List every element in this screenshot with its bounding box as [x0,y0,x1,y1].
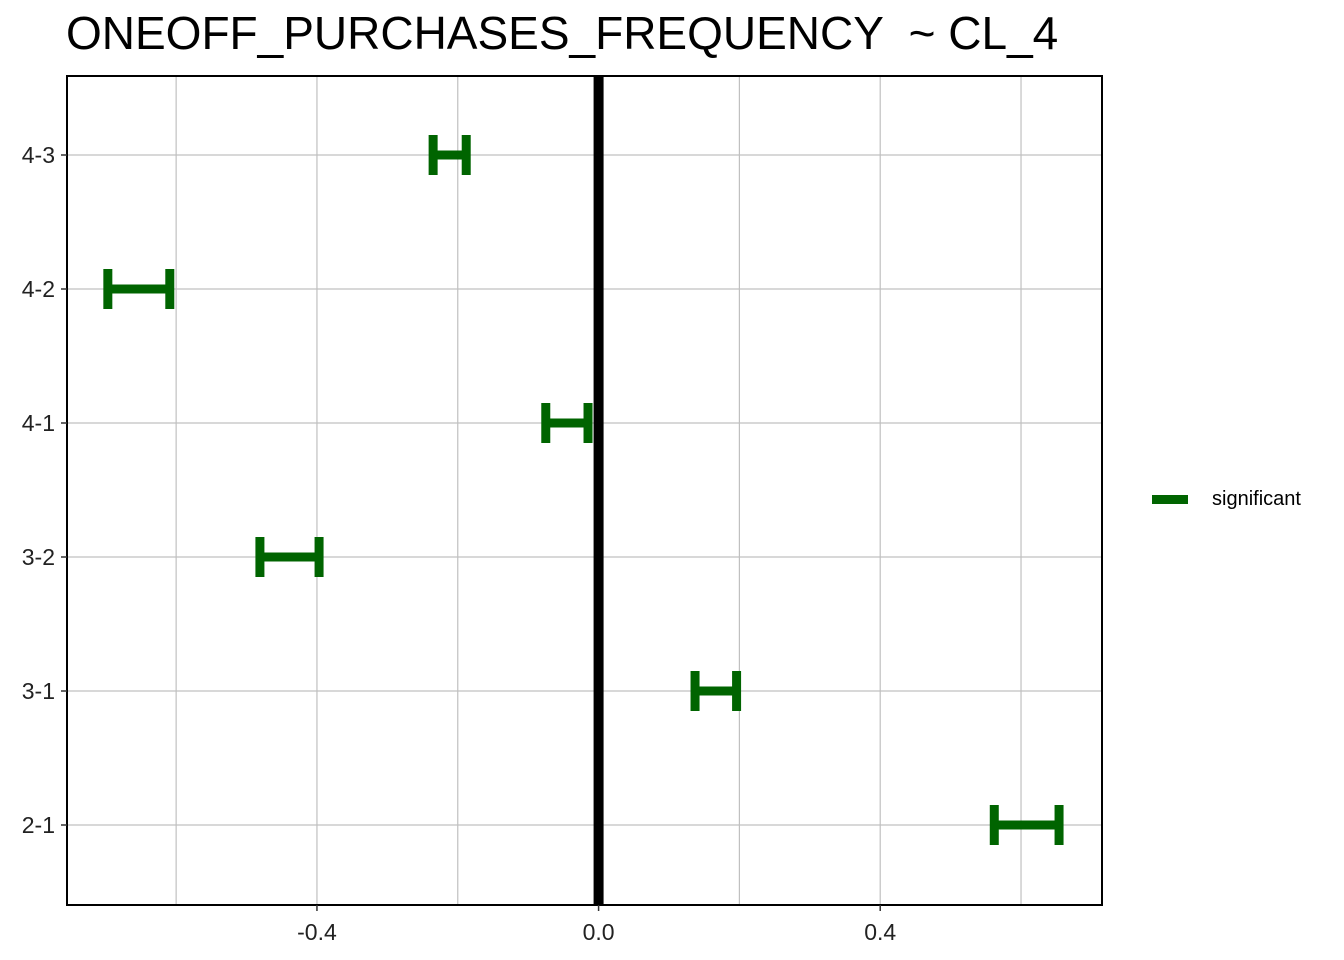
y-tick-label: 4-2 [22,276,55,302]
grid-layer [67,76,1102,905]
legend-key-significant [1152,495,1188,504]
legend: significant [1152,488,1301,511]
y-tick-label: 3-1 [22,678,55,704]
plot-panel-border [66,75,1103,906]
y-tick-label: 2-1 [22,812,55,838]
x-tick-label: 0.0 [583,919,615,945]
legend-label-significant: significant [1212,488,1301,510]
x-tick-label: -0.4 [297,919,337,945]
y-tick-label: 3-2 [22,544,55,570]
y-tick-label: 4-3 [22,142,55,168]
interval-3-2 [255,537,324,577]
x-tick-label: 0.4 [864,919,896,945]
interval-2-1 [989,805,1064,845]
interval-3-1 [690,671,742,711]
interval-4-1 [541,403,593,443]
interval-4-3 [428,135,471,175]
axis-layer: 4-3 4-2 4-1 3-2 3-1 2-1 -0.4 0.0 0.4 [22,142,897,945]
chart-title: ONEOFF_PURCHASES_FREQUENCY ~ CL_4 [66,7,1059,59]
interval-layer [103,135,1064,845]
y-tick-label: 4-1 [22,410,55,436]
interval-4-2 [103,269,175,309]
